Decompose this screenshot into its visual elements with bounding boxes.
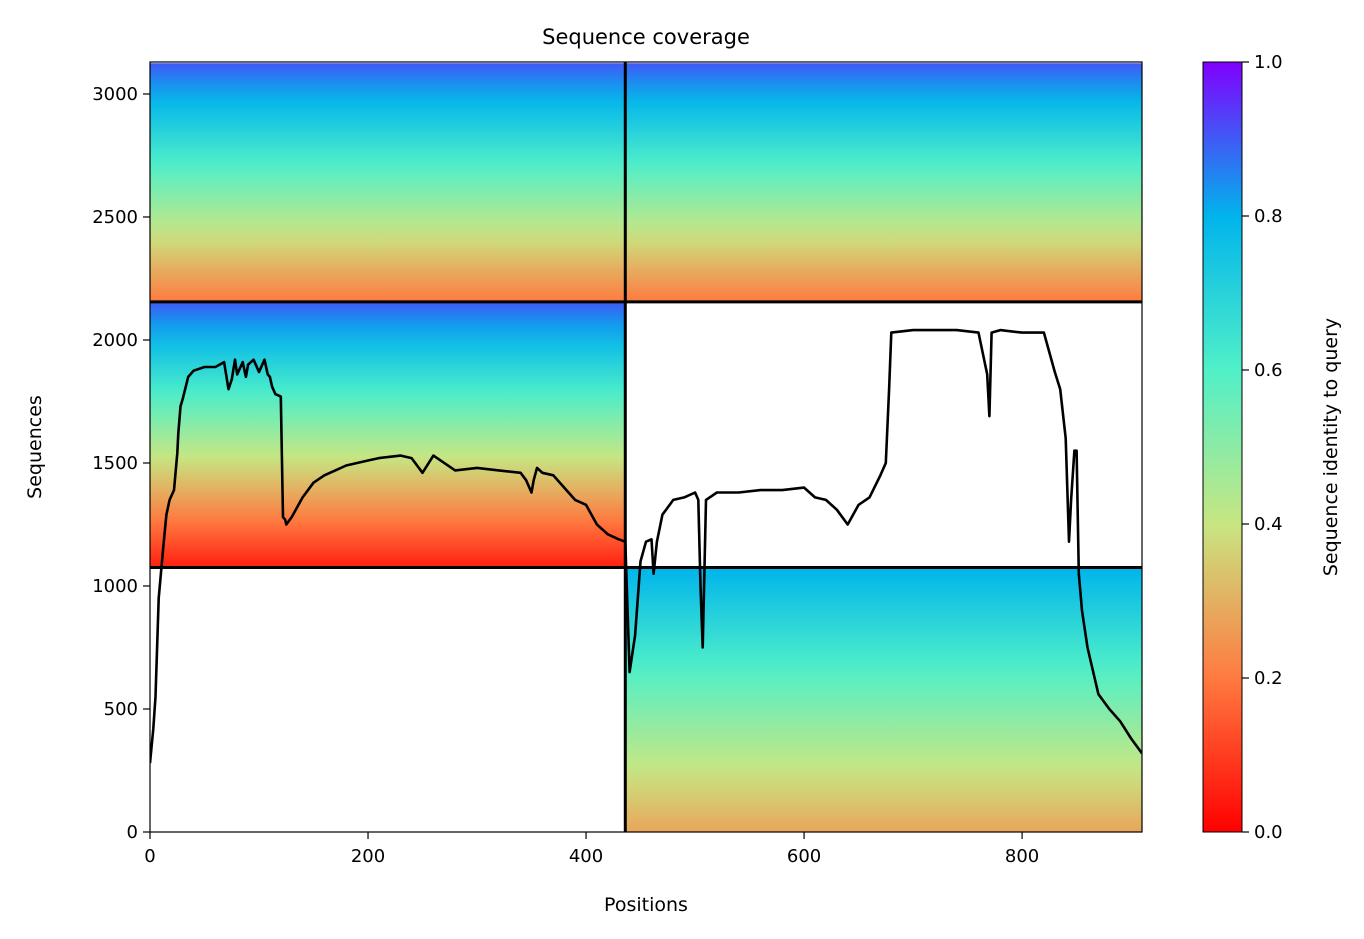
plot-frame [149,61,1143,833]
x-tick-label: 400 [569,846,603,867]
colorbar-tick-label: 0.4 [1254,514,1283,535]
colorbar-tick-label: 0.6 [1254,360,1283,381]
domain-boundaries [150,62,1142,832]
y-tick-label: 500 [104,699,138,720]
colorbar-tick-label: 1.0 [1254,52,1283,73]
y-tick-label: 0 [127,822,138,843]
x-axis-ticks: 0 200 400 600 800 [144,832,1039,867]
colorbar-tick-label: 0.8 [1254,206,1283,227]
coverage-line [150,328,1142,764]
coverage-block [150,301,626,568]
x-tick-label: 600 [787,846,821,867]
x-tick-label: 200 [351,846,385,867]
coverage-line-layer [150,328,1142,764]
coverage-block [150,63,626,302]
y-axis-ticks: 0 500 1000 1500 2000 2500 3000 [92,84,150,843]
coverage-heatmap [150,63,1142,832]
colorbar-tick-label: 0.2 [1254,668,1283,689]
y-tick-label: 2500 [92,207,138,228]
x-tick-label: 800 [1005,846,1039,867]
coverage-block [625,567,1142,832]
chart-title: Sequence coverage [542,25,750,49]
y-tick-label: 2000 [92,330,138,351]
y-tick-label: 3000 [92,84,138,105]
colorbar-ticks: 0.0 0.2 0.4 0.6 0.8 1.0 [1242,52,1283,843]
coverage-block [625,63,1142,302]
colorbar [1202,61,1243,833]
colorbar-tick-label: 0.0 [1254,822,1283,843]
y-tick-label: 1000 [92,576,138,597]
y-tick-label: 1500 [92,453,138,474]
x-tick-label: 0 [144,846,155,867]
x-axis-label: Positions [604,894,688,916]
colorbar-label: Sequence identity to query [1320,318,1342,576]
y-axis-label: Sequences [24,395,46,499]
